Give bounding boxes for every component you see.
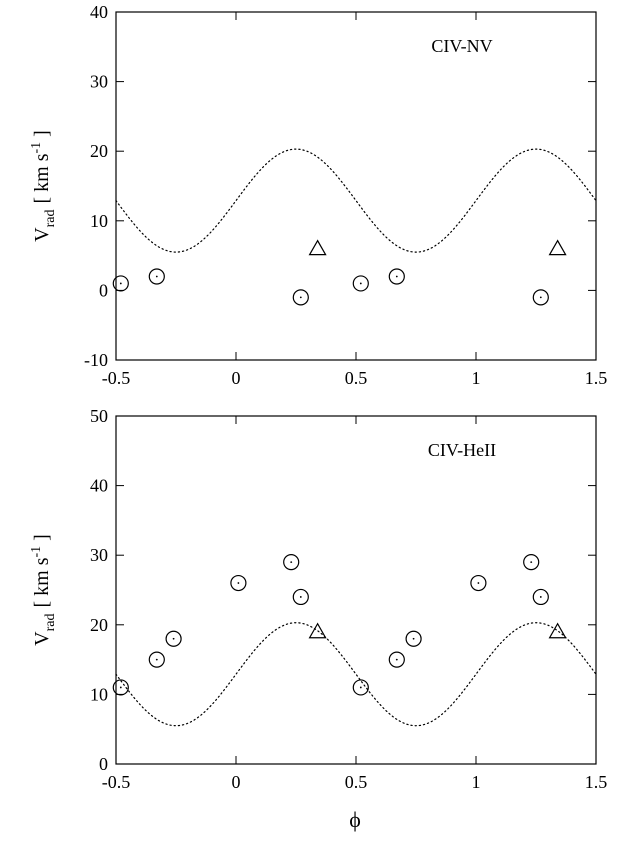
x-tick-label: 1.5 [585, 772, 608, 792]
y-tick-label: 40 [90, 476, 108, 496]
circle-center-dot [359, 282, 362, 285]
circle-center-dot [539, 596, 542, 598]
circle-marker [405, 630, 422, 647]
y-axis-label: Vrad[ km s-1 ] [29, 130, 58, 242]
circle-center-dot [299, 596, 302, 598]
circle-center-dot [395, 658, 398, 661]
panel-civ-nv: -0.5 0 0.5 1 1.5 -10 0 10 20 30 40 CIV-NV Vrad[ km s… [29, 2, 607, 388]
data-point-circle [470, 574, 487, 592]
circle-marker [352, 679, 369, 696]
circle-marker [352, 275, 369, 292]
circle-marker [148, 268, 165, 285]
data-point-triangle [548, 239, 567, 256]
x-tick-label: 0.5 [345, 772, 368, 792]
y-tick-label: 20 [90, 615, 108, 635]
x-tick-label: 1.5 [585, 368, 608, 388]
y-tick-label: 10 [90, 211, 108, 231]
y-tick-label: 30 [90, 72, 108, 92]
circle-marker [388, 268, 405, 285]
circle-center-dot [155, 275, 158, 278]
circle-center-dot [119, 282, 122, 285]
circle-marker [292, 588, 309, 606]
data-point-circle [532, 588, 549, 606]
x-tick-label: 0 [232, 368, 241, 388]
circle-center-dot [530, 561, 533, 564]
x-tick-label: 0 [232, 772, 241, 792]
panel-annotation: CIV-HeII [428, 440, 496, 460]
circle-center-dot [155, 658, 158, 661]
circle-marker [165, 630, 182, 647]
x-axis-label: ϕ [349, 807, 361, 832]
data-point-circle [112, 275, 129, 292]
data-point-circle [283, 554, 300, 571]
y-tick-label: 30 [90, 545, 108, 565]
y-tick-label: -10 [84, 350, 108, 370]
circle-marker [532, 289, 549, 306]
x-tick-label: 0.5 [345, 368, 368, 388]
y-tick-label: 0 [99, 754, 108, 774]
plot-frame [115, 11, 597, 361]
data-point-circle [292, 289, 309, 306]
circle-marker [283, 554, 300, 571]
x-tick-label: 1 [472, 368, 481, 388]
y-tick-label: 20 [90, 141, 108, 161]
x-tick-label: 1 [472, 772, 481, 792]
data-point-circle [230, 574, 247, 592]
circle-marker [112, 275, 129, 292]
x-tick-label: -0.5 [102, 772, 131, 792]
circle-center-dot [477, 582, 480, 584]
panel-annotation: CIV-NV [431, 36, 492, 56]
y-tick-label: 0 [99, 280, 108, 300]
data-point-circle [523, 554, 540, 571]
y-tick-label: 40 [90, 2, 108, 22]
circle-center-dot [237, 582, 240, 584]
circle-marker [292, 289, 309, 306]
data-point-circle [352, 275, 369, 292]
data-point-circle [388, 651, 405, 668]
circle-center-dot [290, 561, 293, 564]
data-point-triangle [308, 239, 327, 256]
circle-marker [470, 574, 487, 592]
data-point-circle [388, 268, 405, 285]
circle-center-dot [412, 637, 415, 640]
data-point-circle [532, 289, 549, 306]
circle-marker [112, 679, 129, 696]
y-tick-label: 10 [90, 684, 108, 704]
data-point-circle [148, 651, 165, 668]
model-curve [115, 622, 597, 727]
data-point-circle [165, 630, 182, 647]
circle-center-dot [359, 686, 362, 689]
y-tick-label: 50 [90, 406, 108, 426]
circle-center-dot [539, 296, 542, 299]
data-point-triangle [548, 622, 567, 639]
plot-frame [115, 415, 597, 765]
data-point-circle [292, 588, 309, 606]
model-curve [115, 148, 597, 253]
circle-center-dot [172, 637, 175, 640]
circle-center-dot [395, 275, 398, 278]
circle-center-dot [299, 296, 302, 299]
y-axis-label: Vrad[ km s-1 ] [29, 534, 58, 646]
data-point-circle [405, 630, 422, 647]
circle-marker [230, 574, 247, 592]
circle-marker [523, 554, 540, 571]
circle-marker [388, 651, 405, 668]
data-point-triangle [308, 622, 327, 639]
circle-marker [148, 651, 165, 668]
data-point-circle [352, 679, 369, 696]
circle-center-dot [119, 686, 122, 689]
circle-marker [532, 588, 549, 606]
data-point-circle [112, 679, 129, 696]
x-tick-label: -0.5 [102, 368, 131, 388]
data-point-circle [148, 268, 165, 285]
